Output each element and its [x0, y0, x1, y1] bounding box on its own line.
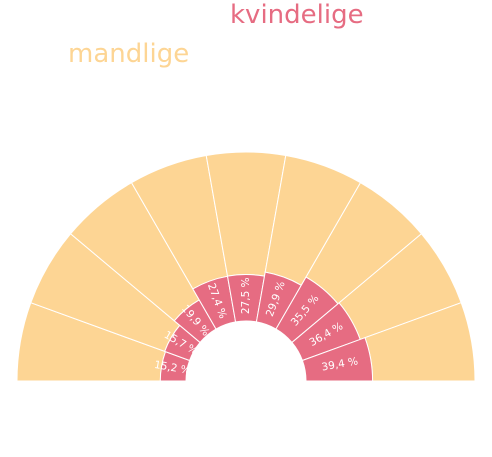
kvindelige-segments	[159, 271, 374, 382]
kvindelige-segment	[301, 337, 374, 382]
legend-label-mandlige: mandlige	[68, 39, 189, 69]
legend-label-kvindelige: kvindelige	[230, 0, 364, 30]
value-label: 27,5 %	[240, 277, 252, 314]
mandlige-segments	[16, 151, 476, 382]
